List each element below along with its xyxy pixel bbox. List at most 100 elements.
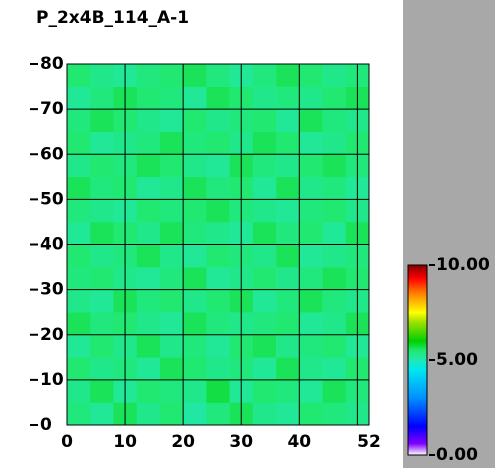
heatmap-cell [159,244,184,268]
heatmap-cell [136,109,161,132]
heatmap-cell [159,402,184,426]
heatmap-cell [159,64,184,87]
heatmap-cell [159,199,184,223]
y-tick-label: 80 [40,54,64,74]
heatmap-cell [299,176,323,200]
heatmap-cell [276,109,300,132]
heatmap-cell [183,154,207,178]
heatmap-cell [206,86,230,110]
heatmap-cell [90,402,114,426]
heatmap-cell [276,402,300,426]
heatmap-cell [67,199,91,223]
heatmap-cell [299,221,323,245]
heatmap-cell [299,267,323,290]
heatmap-cell [322,334,347,358]
x-tick-label: 30 [229,432,253,452]
heatmap-cell [183,176,207,200]
heatmap-cell [299,244,323,268]
colorbar-tick-label: 0.00 [436,445,478,465]
heatmap-cell [252,334,277,358]
heatmap-cell [206,289,230,313]
heatmap-cell [183,244,207,268]
heatmap-cell [322,109,347,132]
heatmap-cell [252,267,277,290]
heatmap-cell [159,312,184,336]
heatmap-cell [90,131,114,155]
heatmap-cell [322,357,347,381]
heatmap-cell [276,334,300,358]
heatmap-cell [206,402,230,426]
x-tick-label: 10 [113,432,137,452]
heatmap-cell [136,267,161,290]
heatmap-cell [322,86,347,110]
heatmap-cell [322,312,347,336]
heatmap-cell [322,289,347,313]
heatmap-cell [322,199,347,223]
heatmap-cell [67,267,91,290]
heatmap-cell [159,109,184,132]
heatmap-cell [159,357,184,381]
heatmap-cell [159,221,184,245]
heatmap-cell [322,176,347,200]
heatmap-cell [299,86,323,110]
heatmap-cell [299,154,323,178]
heatmap-cell [276,312,300,336]
heatmap-cell [206,109,230,132]
heatmap-cell [206,334,230,358]
heatmap-cell [252,312,277,336]
heatmap-cell [159,86,184,110]
heatmap-cell [276,154,300,178]
heatmap-cell [67,312,91,336]
heatmap-cell [67,334,91,358]
heatmap-cell [252,402,277,426]
heatmap-cell [90,357,114,381]
heatmap-cell [322,244,347,268]
chart-title: P_2x4B_114_A-1 [36,8,189,28]
heatmap-cell [90,267,114,290]
heatmap-cell [252,379,277,403]
heatmap-cell [276,86,300,110]
heatmap-cell [252,289,277,313]
heatmap-cell [276,244,300,268]
heatmap-cell [322,154,347,178]
heatmap-cell [252,86,277,110]
heatmap-cell [136,289,161,313]
heatmap-cell [90,176,114,200]
heatmap-cell [252,221,277,245]
heatmap-cell [206,199,230,223]
heatmap-cell [299,131,323,155]
heatmap-cell [90,221,114,245]
heatmap-cell [299,64,323,87]
heatmap-cell [159,379,184,403]
heatmap-cell [206,176,230,200]
heatmap-cell [67,357,91,381]
heatmap-cell [206,267,230,290]
heatmap-cell [206,312,230,336]
y-tick-label: 60 [40,144,64,164]
heatmap-cell [206,357,230,381]
heatmap-cell [183,334,207,358]
heatmap-cell [322,64,347,87]
heatmap-cell [206,221,230,245]
heatmap-cell [252,357,277,381]
heatmap-cell [276,221,300,245]
heatmap-cell [136,221,161,245]
heatmap-cell [276,357,300,381]
heatmap-cell [299,402,323,426]
heatmap-cell [206,64,230,87]
heatmap-cell [276,379,300,403]
heatmap-cell [67,109,91,132]
x-tick-label: 20 [171,432,195,452]
heatmap-cell [136,244,161,268]
y-tick-label: 40 [40,235,64,255]
heatmap-cell [90,379,114,403]
heatmap-cell [159,334,184,358]
heatmap-cell [322,379,347,403]
heatmap-cell [276,176,300,200]
heatmap-cell [90,312,114,336]
heatmap-cell [67,176,91,200]
heatmap-cell [136,131,161,155]
heatmap-cell [252,64,277,87]
heatmap-cell [206,131,230,155]
